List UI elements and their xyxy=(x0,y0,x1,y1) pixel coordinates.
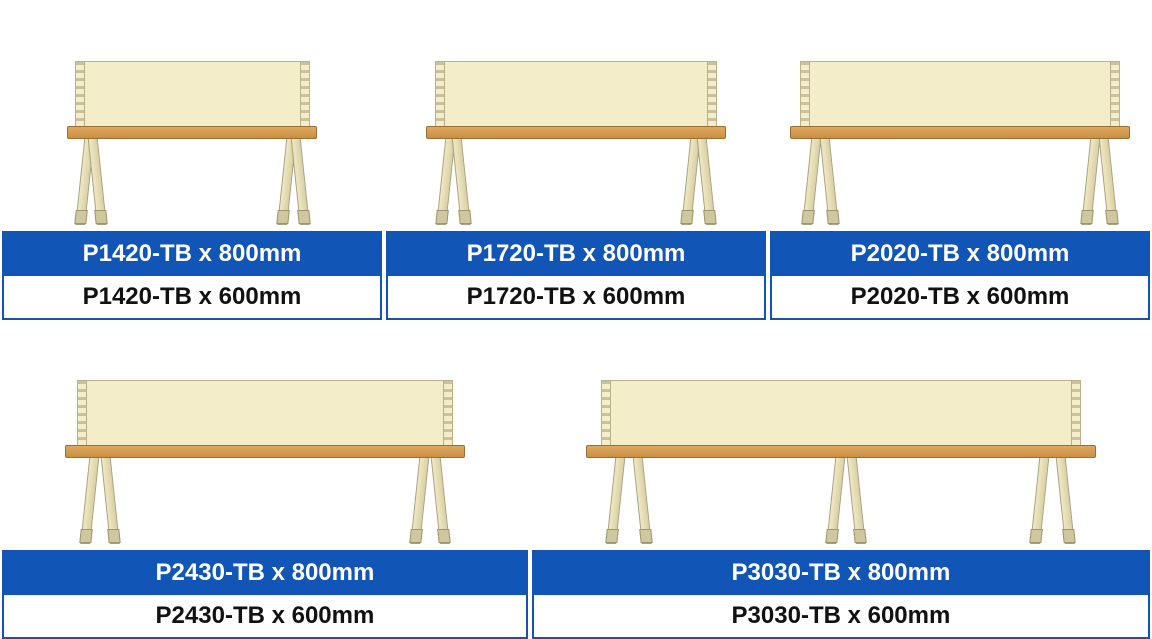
sku-800-label: P2020-TB x 800mm xyxy=(772,233,1148,275)
product-labels: P1420-TB x 800mm P1420-TB x 600mm xyxy=(2,231,382,320)
bench-icon xyxy=(426,60,726,225)
sku-600-label: P2020-TB x 600mm xyxy=(772,274,1148,318)
bench-illustration xyxy=(532,320,1150,550)
sku-600-label: P2430-TB x 600mm xyxy=(4,593,526,637)
product-grid: P1420-TB x 800mm P1420-TB x 600mm P1720-… xyxy=(0,0,1152,639)
product-cell-p3030: P3030-TB x 800mm P3030-TB x 600mm xyxy=(530,320,1152,639)
product-labels: P2020-TB x 800mm P2020-TB x 600mm xyxy=(770,231,1150,320)
product-cell-p2430: P2430-TB x 800mm P2430-TB x 600mm xyxy=(0,320,530,639)
bench-icon xyxy=(790,60,1130,225)
bench-illustration xyxy=(770,0,1150,231)
bench-icon xyxy=(67,60,317,225)
product-row: P2430-TB x 800mm P2430-TB x 600mm P3030 xyxy=(0,320,1152,639)
sku-600-label: P1420-TB x 600mm xyxy=(4,274,380,318)
sku-800-label: P2430-TB x 800mm xyxy=(4,552,526,594)
sku-600-label: P1720-TB x 600mm xyxy=(388,274,764,318)
product-labels: P1720-TB x 800mm P1720-TB x 600mm xyxy=(386,231,766,320)
sku-800-label: P1720-TB x 800mm xyxy=(388,233,764,275)
bench-icon xyxy=(586,379,1096,544)
bench-illustration xyxy=(2,320,528,550)
product-cell-p1420: P1420-TB x 800mm P1420-TB x 600mm xyxy=(0,0,384,320)
bench-icon xyxy=(65,379,465,544)
product-cell-p2020: P2020-TB x 800mm P2020-TB x 600mm xyxy=(768,0,1152,320)
product-cell-p1720: P1720-TB x 800mm P1720-TB x 600mm xyxy=(384,0,768,320)
product-labels: P3030-TB x 800mm P3030-TB x 600mm xyxy=(532,550,1150,639)
sku-600-label: P3030-TB x 600mm xyxy=(534,593,1148,637)
bench-illustration xyxy=(386,0,766,231)
sku-800-label: P3030-TB x 800mm xyxy=(534,552,1148,594)
bench-illustration xyxy=(2,0,382,231)
sku-800-label: P1420-TB x 800mm xyxy=(4,233,380,275)
product-row: P1420-TB x 800mm P1420-TB x 600mm P1720-… xyxy=(0,0,1152,320)
product-labels: P2430-TB x 800mm P2430-TB x 600mm xyxy=(2,550,528,639)
